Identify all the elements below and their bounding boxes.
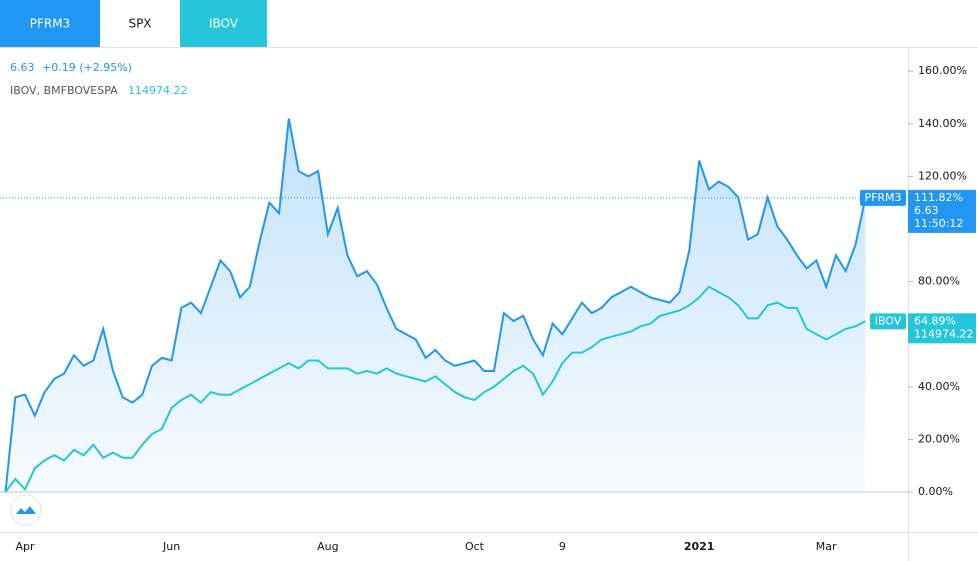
axis-label: 11:50:12 — [914, 217, 963, 230]
legend-change: +0.19 (+2.95%) — [42, 61, 132, 74]
x-tick-label: Apr — [16, 540, 36, 553]
y-tick-label: 20.00% — [918, 432, 960, 445]
y-tick-label: 0.00% — [918, 485, 953, 498]
legend-compare-name: IBOV, BMFBOVESPA — [10, 84, 118, 97]
tab[interactable] — [0, 0, 100, 47]
series-line — [4, 285, 866, 493]
axis-label: 64.89% — [914, 314, 956, 327]
area-fill — [5, 118, 866, 493]
y-tick-label: 160.00% — [918, 64, 967, 77]
tab[interactable] — [100, 0, 180, 47]
logo-icon — [16, 506, 36, 514]
x-tick-label: Aug — [317, 540, 338, 553]
legend-price: 6.63 — [10, 61, 35, 74]
series-line — [4, 118, 867, 493]
x-tick-label: 9 — [559, 540, 566, 553]
x-tick-label: Oct — [465, 540, 485, 553]
series-tag-label: IBOV — [875, 314, 902, 327]
tab-label[interactable]: SPX — [128, 17, 151, 31]
y-tick-label: 120.00% — [918, 169, 967, 182]
tab-label[interactable]: IBOV — [209, 17, 239, 31]
tab[interactable] — [180, 0, 267, 47]
axis-label-box — [908, 189, 976, 233]
y-tick-label: 140.00% — [918, 117, 967, 130]
axis-label: 6.63 — [914, 204, 939, 217]
series-tag — [870, 313, 906, 330]
y-tick-label: 80.00% — [918, 275, 960, 288]
x-tick-label: 2021 — [684, 540, 715, 553]
logo[interactable] — [10, 494, 42, 526]
series-tag — [860, 189, 906, 206]
x-tick-label: Mar — [816, 540, 837, 553]
y-tick-label: 40.00% — [918, 380, 960, 393]
axis-label-box — [908, 313, 976, 344]
x-tick-label: Jun — [162, 540, 180, 553]
series-tag-label: PFRM3 — [864, 191, 901, 204]
tab-label[interactable]: PFRM3 — [30, 17, 70, 31]
legend-compare-price: 114974.22 — [128, 84, 188, 97]
axis-label: 111.82% — [914, 191, 963, 204]
axis-label: 114974.22 — [914, 327, 974, 340]
